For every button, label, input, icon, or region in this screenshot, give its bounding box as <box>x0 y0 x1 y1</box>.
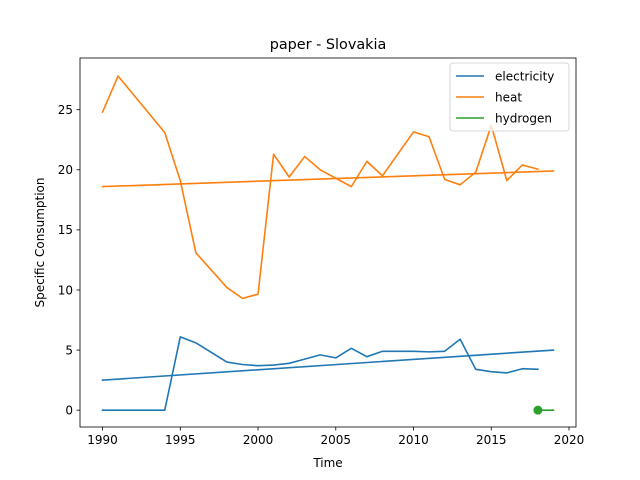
y-tick-label: 10 <box>58 283 73 297</box>
electricity-line <box>101 336 539 411</box>
x-axis-label: Time <box>312 456 342 470</box>
y-tick-label: 15 <box>58 223 73 237</box>
axes-layer: 1990 1995 2000 2005 2010 2015 2020 0 5 10 15 20 25 <box>58 57 585 447</box>
x-tick-label: 2005 <box>321 433 352 447</box>
legend-box <box>449 62 570 132</box>
x-tick-label: 2020 <box>554 433 585 447</box>
heat-trend-line <box>101 170 555 188</box>
legend-label-heat: heat <box>495 90 522 104</box>
x-tick-label: 1990 <box>87 433 118 447</box>
electricity-trend-line <box>101 349 555 381</box>
x-tick-label: 2010 <box>398 433 429 447</box>
series-layer <box>101 75 555 415</box>
y-tick-label: 20 <box>58 163 73 177</box>
x-tick-label: 2000 <box>243 433 274 447</box>
legend-label-hydrogen: hydrogen <box>495 111 552 125</box>
axes-frame <box>79 57 577 428</box>
y-tick-label: 5 <box>65 343 73 357</box>
legend-label-electricity: electricity <box>495 69 554 83</box>
legend: electricity heat hydrogen <box>449 62 570 132</box>
chart-title: paper - Slovakia <box>270 37 387 53</box>
x-tick-label: 2015 <box>476 433 507 447</box>
y-tick-label: 0 <box>65 403 73 417</box>
y-tick-label: 25 <box>58 103 73 117</box>
x-tick-label: 1995 <box>165 433 196 447</box>
y-axis-label: Specific Consumption <box>33 178 47 308</box>
